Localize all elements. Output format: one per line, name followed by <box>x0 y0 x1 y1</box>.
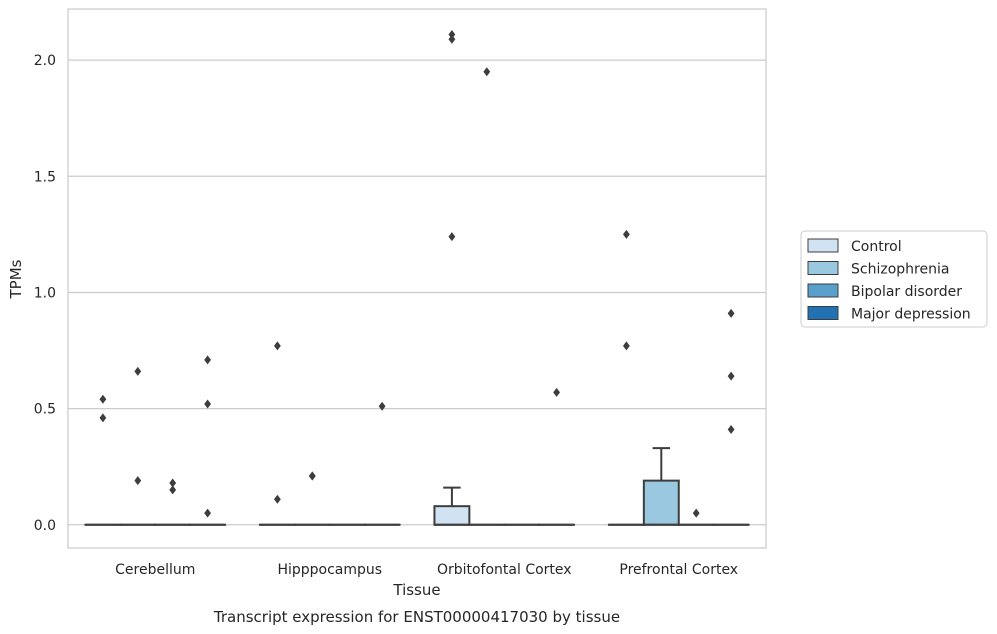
legend-swatch <box>807 283 839 298</box>
box <box>538 387 576 526</box>
y-axis-label: TPMs <box>7 259 25 299</box>
outlier-point <box>483 67 491 77</box>
outlier-point <box>448 232 456 242</box>
box <box>712 308 750 526</box>
outlier-point <box>308 471 316 481</box>
outlier-point <box>727 308 735 318</box>
legend-swatch <box>807 261 839 275</box>
x-tick-label: Cerebellum <box>115 562 195 578</box>
outlier-point <box>448 30 456 40</box>
box <box>119 366 157 526</box>
box <box>189 355 227 526</box>
outlier-point <box>378 401 386 411</box>
legend-item: Major depression <box>807 306 971 323</box>
plot-series <box>84 30 750 526</box>
outlier-point <box>553 387 560 397</box>
series-schizophrenia <box>119 67 680 526</box>
legend-item: Schizophrenia <box>807 261 949 278</box>
outlier-point <box>727 371 735 381</box>
y-tick-label: 0.5 <box>34 402 56 418</box>
box <box>642 447 680 526</box>
outlier-point <box>727 425 735 435</box>
outlier-point <box>623 229 630 239</box>
x-tick-label: Hipppocampus <box>277 562 382 578</box>
plot-frame <box>67 8 767 549</box>
outlier-point <box>134 476 142 486</box>
outlier-point <box>169 478 177 488</box>
legend-item: Bipolar disorder <box>807 283 962 300</box>
outlier-point <box>169 485 177 495</box>
x-tick-label: Orbitofontal Cortex <box>437 562 572 578</box>
legend-label: Bipolar disorder <box>851 284 962 300</box>
outlier-point <box>204 508 211 518</box>
legend-frame <box>800 230 988 328</box>
box <box>468 67 506 526</box>
chart-caption: Transcript expression for ENST0000041703… <box>213 608 620 626</box>
outlier-point <box>448 34 456 44</box>
box <box>154 478 192 526</box>
box <box>293 471 331 526</box>
y-tick-label: 2.0 <box>34 53 56 69</box>
x-axis-label: Tissue <box>392 581 440 599</box>
box-body <box>433 505 471 526</box>
box <box>258 341 296 526</box>
legend-item: Control <box>807 238 902 255</box>
outlier-point <box>99 394 107 404</box>
series-control <box>84 30 645 526</box>
legend: Control Schizophrenia Bipolar disorder Majo… <box>800 230 988 328</box>
outlier-point <box>99 413 107 423</box>
box-body <box>642 479 680 526</box>
outlier-point <box>134 366 142 376</box>
y-tick-label: 1.0 <box>34 285 56 301</box>
y-tick-label: 0.0 <box>34 518 56 534</box>
x-tick-label: Prefrontal Cortex <box>619 562 738 578</box>
box <box>84 394 122 526</box>
outlier-point <box>274 341 281 351</box>
legend-swatch <box>807 306 839 320</box>
legend-label: Control <box>851 239 902 255</box>
box <box>433 30 471 526</box>
legend-swatch <box>807 238 839 253</box>
legend-label: Schizophrenia <box>851 262 949 278</box>
outlier-point <box>204 355 211 365</box>
outlier-point <box>623 341 630 351</box>
x-axis-ticks: Cerebellum Hipppocampus Orbitofontal Corte… <box>115 562 738 578</box>
outlier-point <box>692 508 700 518</box>
box <box>363 401 401 526</box>
series-major-depression <box>189 308 750 526</box>
y-axis-ticks: 0.0 0.5 1.0 1.5 2.0 <box>34 53 56 534</box>
outlier-point <box>274 494 281 504</box>
box <box>607 229 645 526</box>
y-tick-label: 1.5 <box>34 169 56 185</box>
outlier-point <box>204 399 211 409</box>
legend-label: Major depression <box>851 307 971 323</box>
box <box>677 508 715 526</box>
